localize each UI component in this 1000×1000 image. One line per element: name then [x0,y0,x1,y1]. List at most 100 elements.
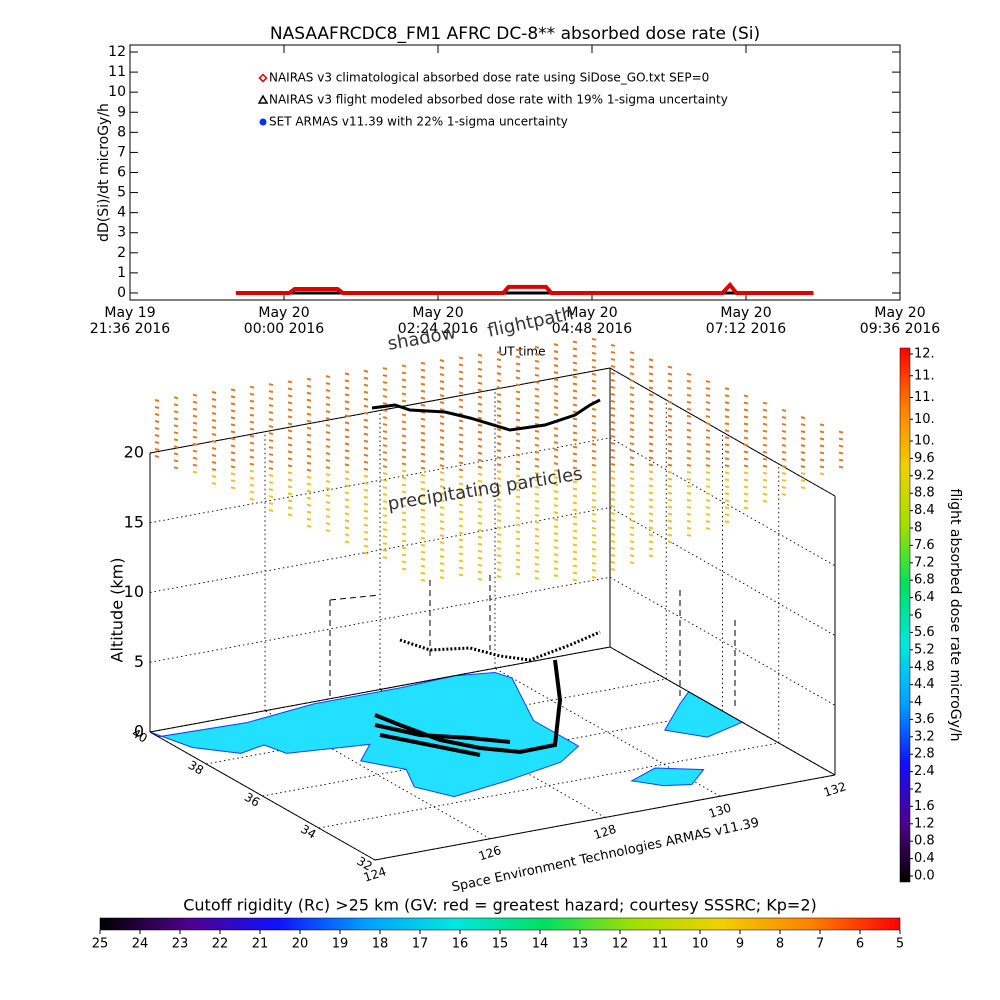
dose-dash [534,345,540,349]
dose-dash [363,390,369,394]
dose-dash [686,456,692,460]
dose-dash [743,415,749,419]
dose-dash [724,464,730,468]
colorbar-tick-label: 17 [412,937,429,952]
dose-dash [325,515,331,519]
dose-dash [819,430,825,434]
dose-dash [648,554,654,558]
dose-dash [211,475,217,478]
dose-dash [591,533,597,537]
dose-dash [686,379,692,383]
dose-dash [648,526,654,530]
dose-dash [401,378,407,382]
colorbar-tick-label: 3.2 [914,729,935,744]
dose-dash [781,429,787,433]
dose-dash [496,414,502,418]
x-tick-label: 00:00 2016 [244,321,325,337]
dose-dash [629,477,635,481]
dose-dash [458,517,464,521]
dose-dash [458,454,464,458]
dose-dash [306,426,312,430]
dose-dash [648,365,654,369]
dose-dash [458,433,464,437]
dose-dash [154,455,160,458]
colorbar-label: flight absorbed dose rate microGy/h [947,489,963,742]
dose-dash [515,383,521,387]
dose-dash [496,407,502,411]
dose-dash [477,367,483,371]
dose-dash [477,409,483,413]
dose-dash [496,400,502,404]
x-tick-label: May 20 [566,305,617,321]
dose-dash [496,547,502,551]
dose-dash [249,455,255,459]
dose-dash [705,464,711,468]
dose-dash [762,478,768,482]
dose-dash [534,366,540,370]
x-tick-label: May 19 [104,305,155,321]
x-tick-label: 02:24 2016 [398,321,479,337]
dose-dash [439,499,445,503]
dose-dash [154,399,160,402]
dose-dash [515,355,521,359]
dose-dash [458,426,464,430]
dose-dash [515,474,521,478]
dose-dash [743,450,749,454]
dose-dash [382,542,388,546]
dose-dash [325,487,331,491]
dose-dash [553,378,559,382]
dose-dash [382,556,388,560]
dose-dash [496,470,502,474]
dose-dash [610,455,616,459]
dose-dash [553,399,559,403]
dose-dash [667,484,673,488]
dose-dash [439,478,445,482]
dose-dash [667,365,673,369]
dose-dash [629,393,635,397]
dose-dash [401,546,407,550]
dose-dash [420,396,426,400]
dose-dash [629,547,635,551]
dose-dash [572,396,578,400]
dose-dash [553,448,559,452]
dose-dash [610,546,616,550]
dose-dash [496,435,502,439]
colorbar-tick-label: 10. [914,434,935,449]
dose-dash [515,523,521,527]
dose-dash [610,357,616,361]
dose-dash [382,402,388,406]
dose-dash [705,527,711,531]
dose-dash [610,553,616,557]
dose-dash [572,361,578,365]
dose-dash [325,452,331,456]
dose-dash [591,344,597,348]
dose-dash [439,485,445,489]
dose-dash [344,491,350,495]
dose-dash [420,361,426,365]
dose-dash [629,400,635,404]
dose-dash [591,561,597,565]
dose-dash [420,417,426,421]
dose-dash [477,563,483,567]
dose-dash [686,414,692,418]
z-axis-label: Altitude (km) [108,558,127,663]
dose-dash [553,539,559,543]
dose-dash [534,415,540,419]
dose-dash [591,372,597,376]
dose-dash [249,483,255,487]
z-tick-label: 10 [124,582,144,601]
colorbar-tick-label: 9.6 [914,451,935,466]
dose-dash [572,438,578,442]
dose-dash [610,406,616,410]
dose-dash [363,495,369,499]
legend-marker [258,73,268,83]
dose-dash [667,519,673,523]
dose-dash [363,397,369,401]
dose-dash [344,470,350,474]
dose-dash [629,351,635,355]
dose-dash [572,445,578,449]
dose-dash [173,417,179,421]
dose-dash [268,411,274,415]
colorbar-tick-label: 8.8 [914,486,935,501]
dose-dash [382,493,388,497]
